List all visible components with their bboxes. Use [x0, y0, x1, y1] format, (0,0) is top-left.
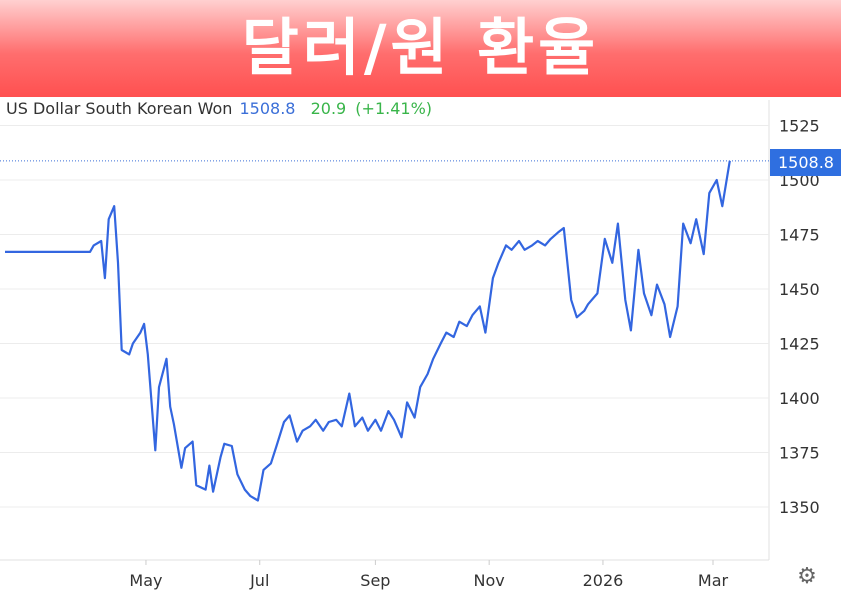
y-tick-label: 1525 [779, 117, 820, 136]
x-tick-label: Sep [360, 571, 390, 590]
series-line[interactable] [5, 160, 731, 502]
y-tick-label: 1375 [779, 444, 820, 463]
title-banner: 달러/원 환율 [0, 0, 841, 97]
y-tick-label: 1475 [779, 226, 820, 245]
x-tick-label: 2026 [583, 571, 624, 590]
y-tick-label: 1450 [779, 280, 820, 299]
plot-area [0, 160, 769, 502]
x-tick-label: May [129, 571, 162, 590]
price-change-percent: (+1.41%) [355, 99, 433, 118]
y-tick-label: 1350 [779, 498, 820, 517]
current-price-badge: 1508.8 [770, 149, 841, 176]
x-axis: May Jul Sep Nov 2026 Mar [129, 560, 729, 590]
x-tick-label: Mar [698, 571, 729, 590]
instrument-price: 1508.8 [239, 99, 296, 118]
chart-grid [0, 100, 770, 561]
gear-icon[interactable]: ⚙ [797, 564, 817, 589]
instrument-name: US Dollar South Korean Won [6, 99, 233, 118]
instrument-header: US Dollar South Korean Won 1508.8 20.9 (… [6, 99, 432, 119]
price-change: 20.9 [310, 99, 347, 118]
x-tick-label: Nov [474, 571, 505, 590]
y-tick-label: 1400 [779, 389, 820, 408]
banner-title: 달러/원 환율 [241, 11, 600, 84]
x-tick-label: Jul [249, 571, 269, 590]
y-tick-label: 1425 [779, 335, 820, 354]
